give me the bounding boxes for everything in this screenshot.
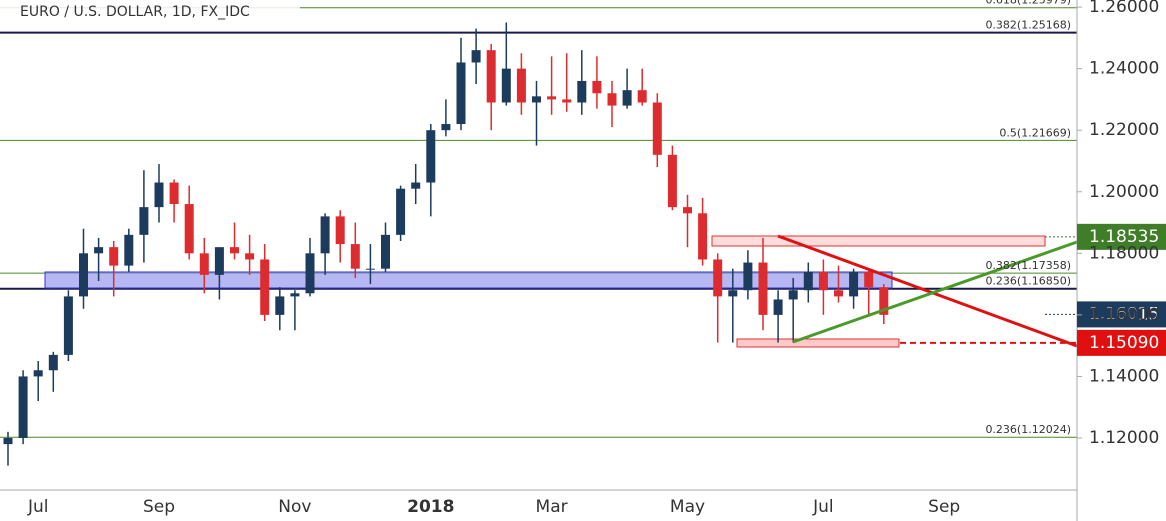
header [0,0,300,22]
candle-body [169,182,179,205]
x-tick-label: Sep [928,497,960,517]
candle-body [698,213,708,260]
candle-body [139,207,149,235]
y-tick-label: 1.14000 [1089,366,1159,386]
candle-body [834,290,843,297]
candle-body [773,299,783,315]
candle-body [803,271,813,291]
candle-body [230,247,239,254]
x-tick-label: 2018 [407,497,454,517]
candle-body [63,296,73,355]
candle-body [154,182,164,208]
y-tick-label: 1.20000 [1089,182,1159,202]
fib-label: 0.382(1.17358) [985,259,1071,272]
candle-body [124,234,134,266]
fib-label: 0.236(1.16850) [985,275,1071,288]
candle-body [441,124,451,131]
candle-body [562,99,572,103]
y-tick-label: 1.22000 [1089,120,1159,140]
candle-body [577,80,587,103]
price-tag [1077,301,1166,328]
candle-body [3,437,13,445]
candle-body [622,90,632,106]
fib-label: 0.382(1.25168) [985,19,1071,32]
candle-body [652,102,662,155]
price-tags: 1.18535 1.16015 1.15090 [900,223,1166,356]
y-tick-label: 1.12000 [1089,428,1159,448]
chart-title: EURO / U.S. DOLLAR, 1D, FX_IDC [20,4,250,20]
candle-body [33,370,43,377]
candle-body [683,207,692,214]
x-tick-label: Mar [536,497,568,517]
resistance-zone [711,235,1046,247]
candle-body [667,154,677,208]
candle-body [879,287,889,315]
price-tag-label: 1.16015 [1089,304,1159,324]
candle-body [275,296,285,315]
candle-body [411,182,421,189]
candle-body [818,271,828,291]
candle-body [381,234,390,269]
candle-body [501,68,511,103]
candle-body [214,247,224,275]
price-tag [1077,329,1166,356]
candle-body [486,50,496,103]
fib-label: 0.5(1.21669) [999,126,1071,139]
y-tick-label: 1.26000 [1089,0,1159,17]
candle-body [335,216,345,245]
candle-body [48,354,58,371]
x-tick-label: Jul [27,497,49,517]
candle-body [864,271,874,288]
price-tag-label: 1.18535 [1089,227,1159,247]
candle-body [290,293,300,297]
candle-body [456,62,466,125]
candle-body [365,268,375,270]
fib-label: 0.236(1.12024) [985,423,1071,436]
candle-body [728,290,738,297]
x-tick-label: May [670,497,705,517]
y-tick-label: 1.24000 [1089,59,1159,79]
candle-body [199,253,209,275]
x-tick-label: Nov [278,497,311,517]
candle-body [245,253,255,260]
candle-body [79,253,88,297]
candle-body [350,244,360,269]
candle-body [94,247,104,254]
x-tick-label: Sep [143,497,175,517]
y-tick-label: 1.18000 [1089,243,1159,263]
candle-body [713,259,723,297]
candle-body [788,290,798,300]
candle-body [532,96,541,103]
candle-body [18,376,28,438]
candle-body [516,68,526,103]
price-tag [1077,223,1166,250]
trend-line [777,234,1078,348]
candle-body [758,262,768,315]
candle-body [637,90,647,103]
candle-body [607,93,617,106]
candle-body [547,96,557,100]
candle-body [305,253,315,294]
candle-body [471,50,481,63]
fib-label: 0.618(1.25979) [985,0,1071,7]
candles [3,22,889,466]
trend-line [792,240,1078,344]
support-zone [44,271,893,289]
candle-body [320,216,330,254]
candle-body [184,204,194,254]
price-tag-label: 1.15090 [1089,333,1159,353]
y-tick-label: 1.16000 [1089,305,1159,325]
low-zone [736,338,900,348]
x-tick-label: Jul [812,497,834,517]
candle-body [426,130,436,183]
candle-body [109,247,119,266]
candle-body [396,188,406,235]
candle-body [592,80,602,94]
candle-body [743,262,753,291]
candle-body [260,259,270,315]
candle-body [849,271,859,297]
